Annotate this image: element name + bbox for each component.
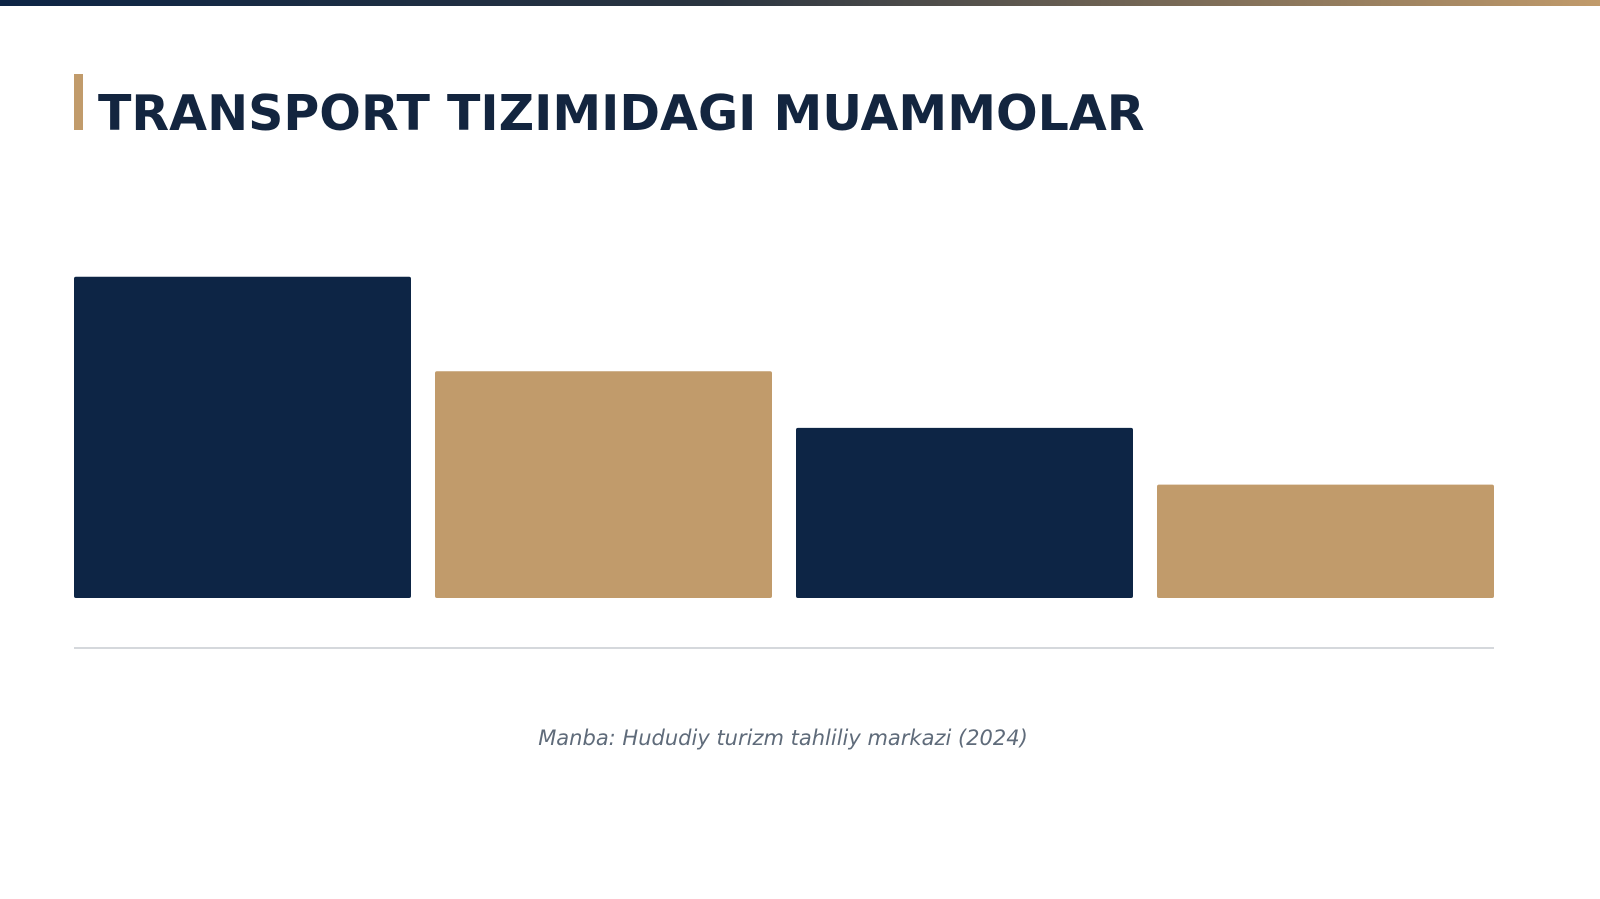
top-band [0, 0, 1600, 6]
bar [435, 371, 772, 598]
bar [796, 427, 1133, 598]
source-note: Manba: Hududiy turizm tahliliy markazi (… [538, 726, 1028, 750]
chart-title: TRANSPORT TIZIMIDAGI MUAMMOLAR [98, 85, 1145, 142]
title-accent [74, 74, 83, 130]
bar [1157, 484, 1494, 598]
bar [74, 276, 411, 598]
